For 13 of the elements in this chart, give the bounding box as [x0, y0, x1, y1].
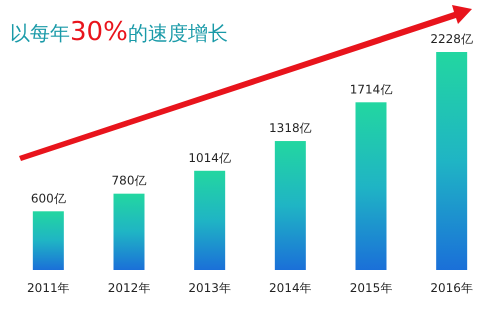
data-label: 1318亿	[269, 121, 312, 136]
x-tick-label: 2015年	[350, 281, 392, 295]
x-tick-label: 2014年	[269, 281, 312, 295]
data-label: 600亿	[30, 191, 66, 206]
x-tick-label: 2016年	[430, 281, 473, 295]
data-label: 780亿	[112, 174, 146, 188]
x-tick-label: 2011年	[27, 281, 70, 295]
x-tick-label: 2013年	[188, 281, 231, 295]
title: 以每年30%的速度增长	[10, 17, 228, 47]
data-label: 2228亿	[430, 32, 473, 46]
data-label: 1714亿	[350, 82, 392, 96]
x-tick-label: 2012年	[108, 281, 150, 295]
data-label: 1014亿	[188, 150, 231, 165]
